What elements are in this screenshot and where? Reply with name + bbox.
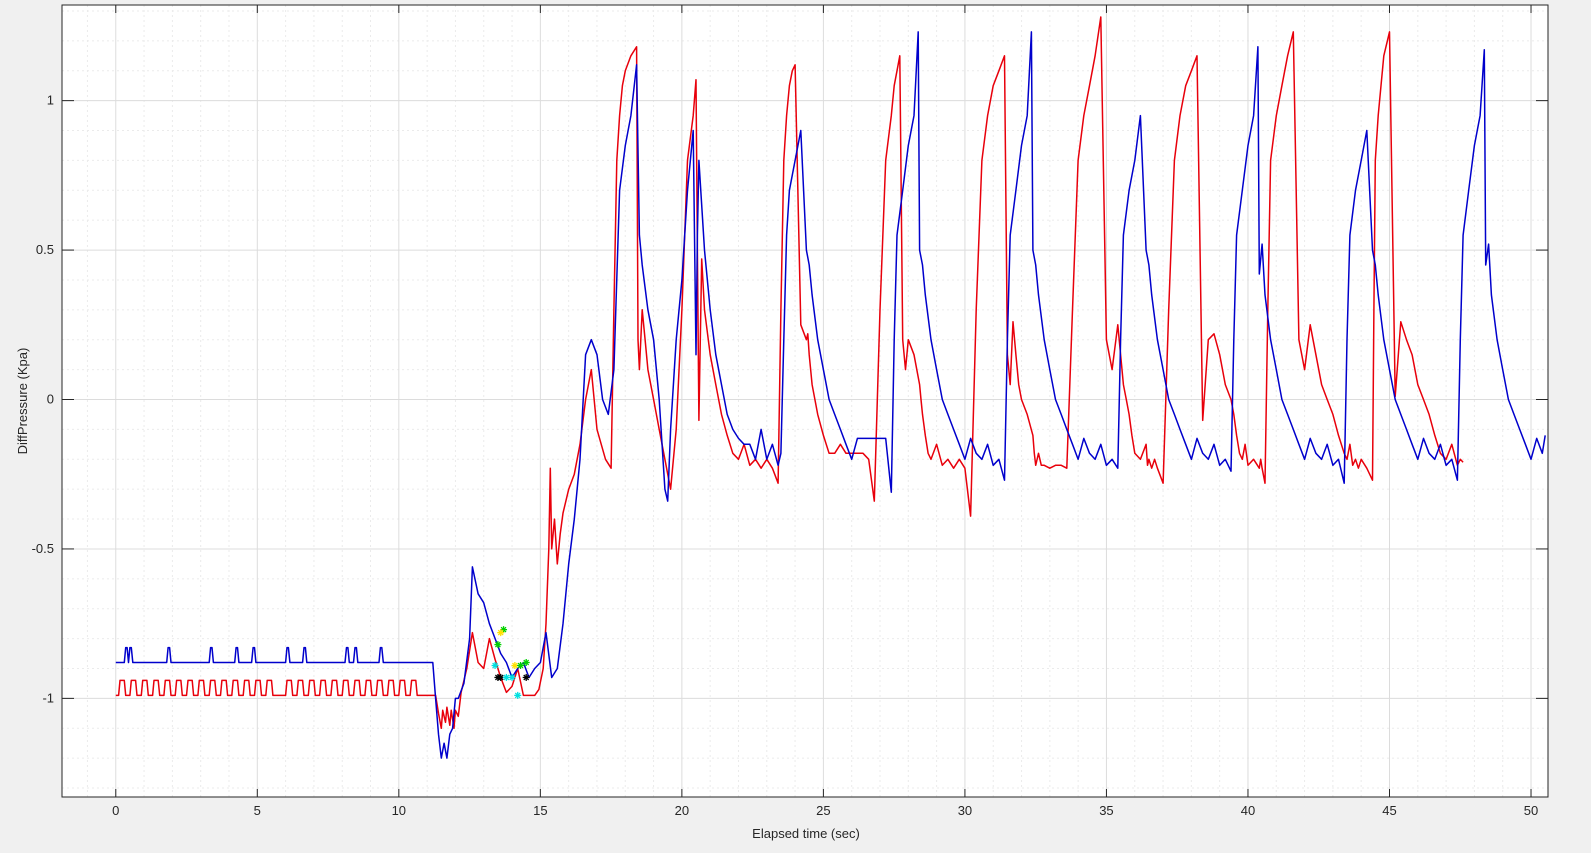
x-tick-labels: 0 5 10 15 20 25 30 35 40 45 50 [112,803,1538,818]
series [115,16,1546,759]
y-tick-label: -0.5 [32,541,54,556]
x-tick-label: 50 [1524,803,1538,818]
star-marker [514,691,522,699]
x-tick-label: 35 [1099,803,1113,818]
x-tick-label: 25 [816,803,830,818]
axes-box [61,4,1549,798]
star-marker [500,626,508,634]
star-marker [517,661,525,669]
star-marker [522,659,530,667]
x-tick-label: 40 [1241,803,1255,818]
plot-area [62,5,1548,797]
star-marker [491,661,499,669]
x-tick-label: 45 [1382,803,1396,818]
x-tick-label: 10 [392,803,406,818]
star-marker [494,641,502,649]
star-marker [497,629,505,637]
star-marker [522,673,530,681]
y-tick-label: -1 [42,690,54,705]
y-tick-label: 0.5 [36,242,54,257]
y-tick-labels: -1 -0.5 0 0.5 1 [32,93,54,706]
grid [62,5,1548,797]
x-tick-label: 30 [958,803,972,818]
series-line-0 [115,16,1464,730]
x-tick-label: 20 [675,803,689,818]
x-axis-label: Elapsed time (sec) [752,826,860,841]
y-tick-label: 0 [47,392,54,407]
x-tick-label: 15 [533,803,547,818]
x-tick-label: 5 [254,803,261,818]
series-line-1 [115,31,1546,759]
markers [491,626,530,699]
y-tick-label: 1 [47,93,54,108]
x-tick-label: 0 [112,803,119,818]
y-axis-label: DiffPressure (Kpa) [15,348,30,455]
star-marker [508,673,516,681]
axis-ticks [62,5,1548,797]
